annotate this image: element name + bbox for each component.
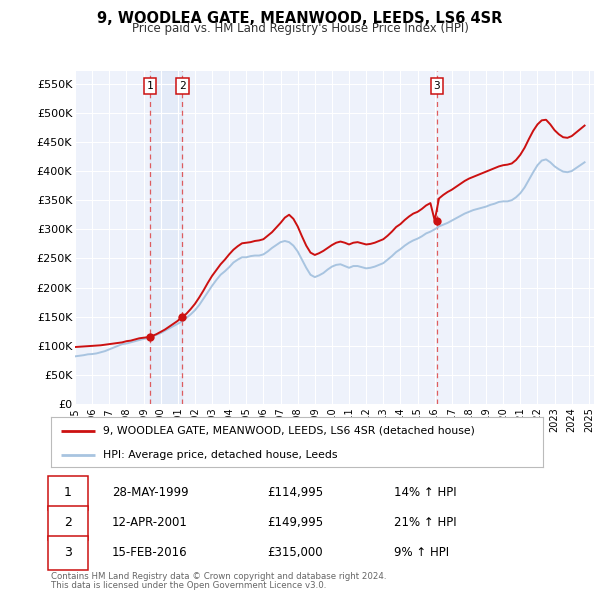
- Text: 2: 2: [64, 516, 72, 529]
- Text: 9, WOODLEA GATE, MEANWOOD, LEEDS, LS6 4SR (detached house): 9, WOODLEA GATE, MEANWOOD, LEEDS, LS6 4S…: [103, 425, 475, 435]
- Text: 1: 1: [64, 486, 72, 499]
- Text: HPI: Average price, detached house, Leeds: HPI: Average price, detached house, Leed…: [103, 450, 337, 460]
- Text: £114,995: £114,995: [268, 486, 323, 499]
- Text: 1: 1: [146, 81, 154, 91]
- Text: 14% ↑ HPI: 14% ↑ HPI: [394, 486, 457, 499]
- Text: 15-FEB-2016: 15-FEB-2016: [112, 546, 187, 559]
- Text: £149,995: £149,995: [268, 516, 323, 529]
- FancyBboxPatch shape: [49, 476, 88, 510]
- Text: Price paid vs. HM Land Registry's House Price Index (HPI): Price paid vs. HM Land Registry's House …: [131, 22, 469, 35]
- Bar: [150, 71, 182, 404]
- Text: This data is licensed under the Open Government Licence v3.0.: This data is licensed under the Open Gov…: [51, 581, 326, 589]
- Text: 3: 3: [433, 81, 440, 91]
- FancyBboxPatch shape: [49, 536, 88, 571]
- Text: Contains HM Land Registry data © Crown copyright and database right 2024.: Contains HM Land Registry data © Crown c…: [51, 572, 386, 581]
- Text: 2: 2: [179, 81, 186, 91]
- Text: 12-APR-2001: 12-APR-2001: [112, 516, 188, 529]
- Text: 9, WOODLEA GATE, MEANWOOD, LEEDS, LS6 4SR: 9, WOODLEA GATE, MEANWOOD, LEEDS, LS6 4S…: [97, 11, 503, 25]
- Text: £315,000: £315,000: [268, 546, 323, 559]
- Text: 28-MAY-1999: 28-MAY-1999: [112, 486, 188, 499]
- Text: 9% ↑ HPI: 9% ↑ HPI: [394, 546, 449, 559]
- FancyBboxPatch shape: [49, 506, 88, 540]
- Text: 21% ↑ HPI: 21% ↑ HPI: [394, 516, 457, 529]
- Text: 3: 3: [64, 546, 72, 559]
